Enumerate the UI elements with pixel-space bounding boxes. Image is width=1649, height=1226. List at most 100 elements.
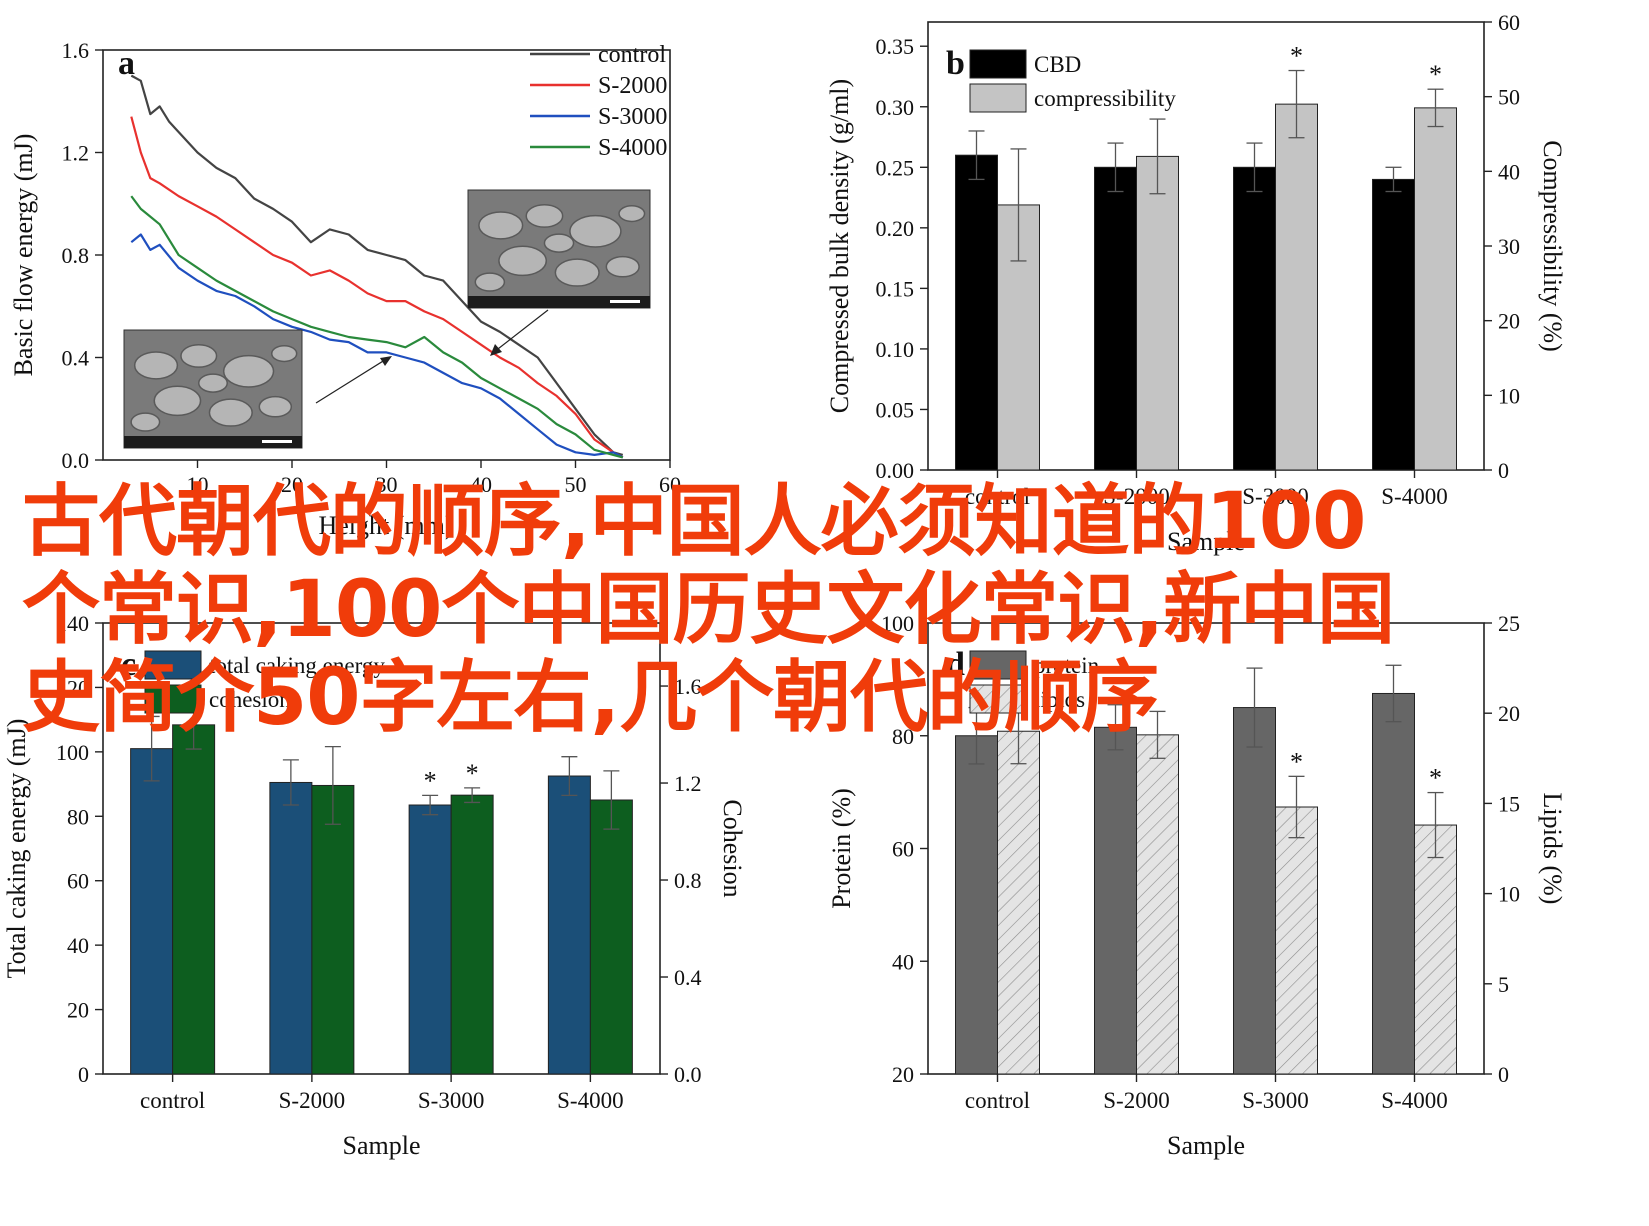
panel-b-xtick-label: S-2000	[1103, 484, 1169, 509]
panel-b-legend-label: compressibility	[1034, 86, 1176, 111]
panel-a-series-line-S-4000	[130, 195, 624, 459]
panel-b-ytick-label: 0.25	[876, 155, 915, 180]
panel-d-bar-lipids-control	[997, 730, 1040, 1075]
panel-c-ytick-label: 0	[78, 1062, 89, 1087]
panel-a-ytick-label: 0.0	[62, 448, 90, 473]
panel-d-ytick-label: 80	[892, 724, 914, 749]
panel-c-bar-cohesion-S-4000	[589, 799, 633, 1075]
panel-d-bar-protein-S-3000	[1233, 707, 1276, 1075]
panel-c-plot-frame	[102, 622, 661, 1075]
panel-c-bar-total-caking-energy-S-3000	[408, 804, 452, 1075]
panel-a-xtick-label: 20	[281, 472, 303, 497]
panel-d-ytick-right-label: 20	[1498, 701, 1520, 726]
panel-b-ylabel: Compressed bulk density (g/ml)	[825, 79, 854, 413]
panel-c-ytick-right-label: 1.6	[674, 674, 702, 699]
panel-d-legend-swatch	[969, 650, 1027, 680]
panel-c-ytick-label: 60	[67, 869, 89, 894]
panel-a-legend-label: control	[598, 42, 666, 68]
panel-a-xtick-label: 60	[659, 472, 681, 497]
panel-a-series-line-S-2000	[130, 116, 624, 459]
panel-d-ytick-right-label: 25	[1498, 611, 1520, 636]
panel-b-ylabel-right: Compressibility (%)	[1538, 140, 1567, 352]
panel-a-sem-inset-right	[467, 189, 651, 309]
panel-c-bar-cohesion-control	[172, 724, 216, 1075]
panel-a-line-chart: a 0.0 0.4 0.8 1.2 1.6 10 20 30 40 50 60 Height (mm) B…	[9, 38, 681, 540]
panel-b-significance-star: *	[1429, 60, 1442, 89]
panel-b-ytick-label: 0.00	[876, 458, 915, 483]
panel-b-ytick-right-label: 10	[1498, 383, 1520, 408]
overlay-title: 古代朝代的顺序,中国人必须知道的100个常识,100个中国历史文化常识,新中国史…	[22, 477, 1395, 743]
panel-a-legend-label: S-4000	[598, 135, 667, 161]
panel-d-xtick-label: S-4000	[1381, 1088, 1447, 1113]
panel-d-ytick-right-label: 10	[1498, 882, 1520, 907]
sem-particle	[525, 204, 564, 228]
panel-b-legend-label: CBD	[1034, 52, 1081, 77]
panel-b-bar-CBD-S-3000	[1233, 166, 1276, 471]
panel-b-ytick-right-label: 50	[1498, 85, 1520, 110]
panel-a-ytick-label: 0.8	[62, 243, 90, 268]
panel-a-inset-pointer-right-head	[490, 344, 502, 356]
panel-c-legend-label: cohesion	[209, 687, 291, 712]
panel-a-ytick-label: 1.6	[62, 38, 90, 63]
panel-a-sem-inset-right-scalebar	[610, 300, 640, 303]
panel-c-ytick-right-label: 0.4	[674, 965, 702, 990]
panel-c-bar-total-caking-energy-control	[130, 748, 174, 1075]
panel-c-ytick-label: 140	[56, 611, 89, 636]
panel-a-xlabel: Height (mm)	[318, 511, 453, 540]
panel-b-ytick-right-label: 60	[1498, 10, 1520, 35]
panel-d-legend-swatch	[969, 684, 1027, 714]
panel-d-ytick-right-label: 15	[1498, 791, 1520, 816]
sem-particle	[543, 233, 575, 253]
panel-a-series-line-S-3000	[130, 233, 624, 459]
panel-a-ytick-label: 1.2	[62, 141, 90, 166]
panel-b-bar-compressibility-S-3000	[1275, 103, 1318, 471]
panel-b-bar-chart: b 0.00 0.05 0.10 0.15 0.20 0.25 0.30 0.35 0 10 20 30…	[825, 10, 1567, 556]
panel-c-ytick-right-label: 0.0	[674, 1062, 702, 1087]
panel-d-bar-lipids-S-3000	[1275, 806, 1318, 1075]
panel-d-bar-protein-S-4000	[1372, 692, 1415, 1075]
panel-c-xlabel: Sample	[343, 1131, 421, 1160]
panel-d-bar-protein-S-2000	[1094, 726, 1137, 1075]
panel-d-xlabel: Sample	[1167, 1131, 1245, 1160]
panel-b-significance-star: *	[1290, 42, 1303, 71]
panel-b-legend-swatch	[969, 83, 1027, 113]
panel-a-xtick-label: 30	[376, 472, 398, 497]
panel-c-bar-total-caking-energy-S-2000	[269, 781, 313, 1075]
sem-particle	[180, 344, 218, 368]
sem-particle	[569, 214, 622, 248]
panel-a-letter: a	[118, 45, 135, 82]
panel-a-sem-inset-left	[123, 329, 303, 449]
panel-b-bar-compressibility-S-4000	[1414, 107, 1457, 471]
panel-b-ytick-label: 0.30	[876, 95, 915, 120]
panel-c-significance-star: *	[466, 759, 479, 788]
panel-c-ytick-label: 100	[56, 740, 89, 765]
panel-d-legend-label: protein	[1034, 653, 1100, 678]
panel-d-bar-lipids-S-4000	[1414, 824, 1457, 1075]
panel-a-xtick-label: 50	[565, 472, 587, 497]
sem-particle	[133, 351, 179, 380]
panel-c-bar-cohesion-S-2000	[311, 784, 355, 1075]
panel-a-sem-inset-left-scalebar-strip	[124, 436, 302, 448]
panel-c-bar-total-caking-energy-S-4000	[547, 775, 591, 1075]
panel-c-ytick-label: 20	[67, 998, 89, 1023]
panel-b-ytick-right-label: 20	[1498, 309, 1520, 334]
panel-c-ytick-right-label: 1.2	[674, 771, 702, 796]
panel-b-ytick-right-label: 30	[1498, 234, 1520, 259]
panel-b-ytick-right-label: 40	[1498, 159, 1520, 184]
panel-c-ytick-label: 120	[56, 675, 89, 700]
panel-d-bar-protein-control	[955, 735, 998, 1075]
panel-c-xtick-label: S-2000	[279, 1088, 345, 1113]
panel-a-xtick-label: 40	[470, 472, 492, 497]
panel-b-letter: b	[946, 45, 965, 82]
panel-d-significance-star: *	[1429, 764, 1442, 793]
panel-d-legend-label: lipids	[1034, 687, 1085, 712]
panel-d-bar-lipids-S-2000	[1136, 734, 1179, 1075]
panel-d-ylabel-right: Lipids (%)	[1538, 793, 1567, 905]
panel-d-ytick-right-label: 0	[1498, 1062, 1509, 1087]
sem-particle	[270, 345, 298, 363]
panel-b-ytick-label: 0.15	[876, 276, 915, 301]
panel-d-bar-chart: d 20 40 60 80 100 0 5 10 15 20 25 control S-2000 S-300…	[827, 611, 1567, 1160]
panel-a-legend-label: S-2000	[598, 73, 667, 99]
panel-d-ytick-label: 20	[892, 1062, 914, 1087]
